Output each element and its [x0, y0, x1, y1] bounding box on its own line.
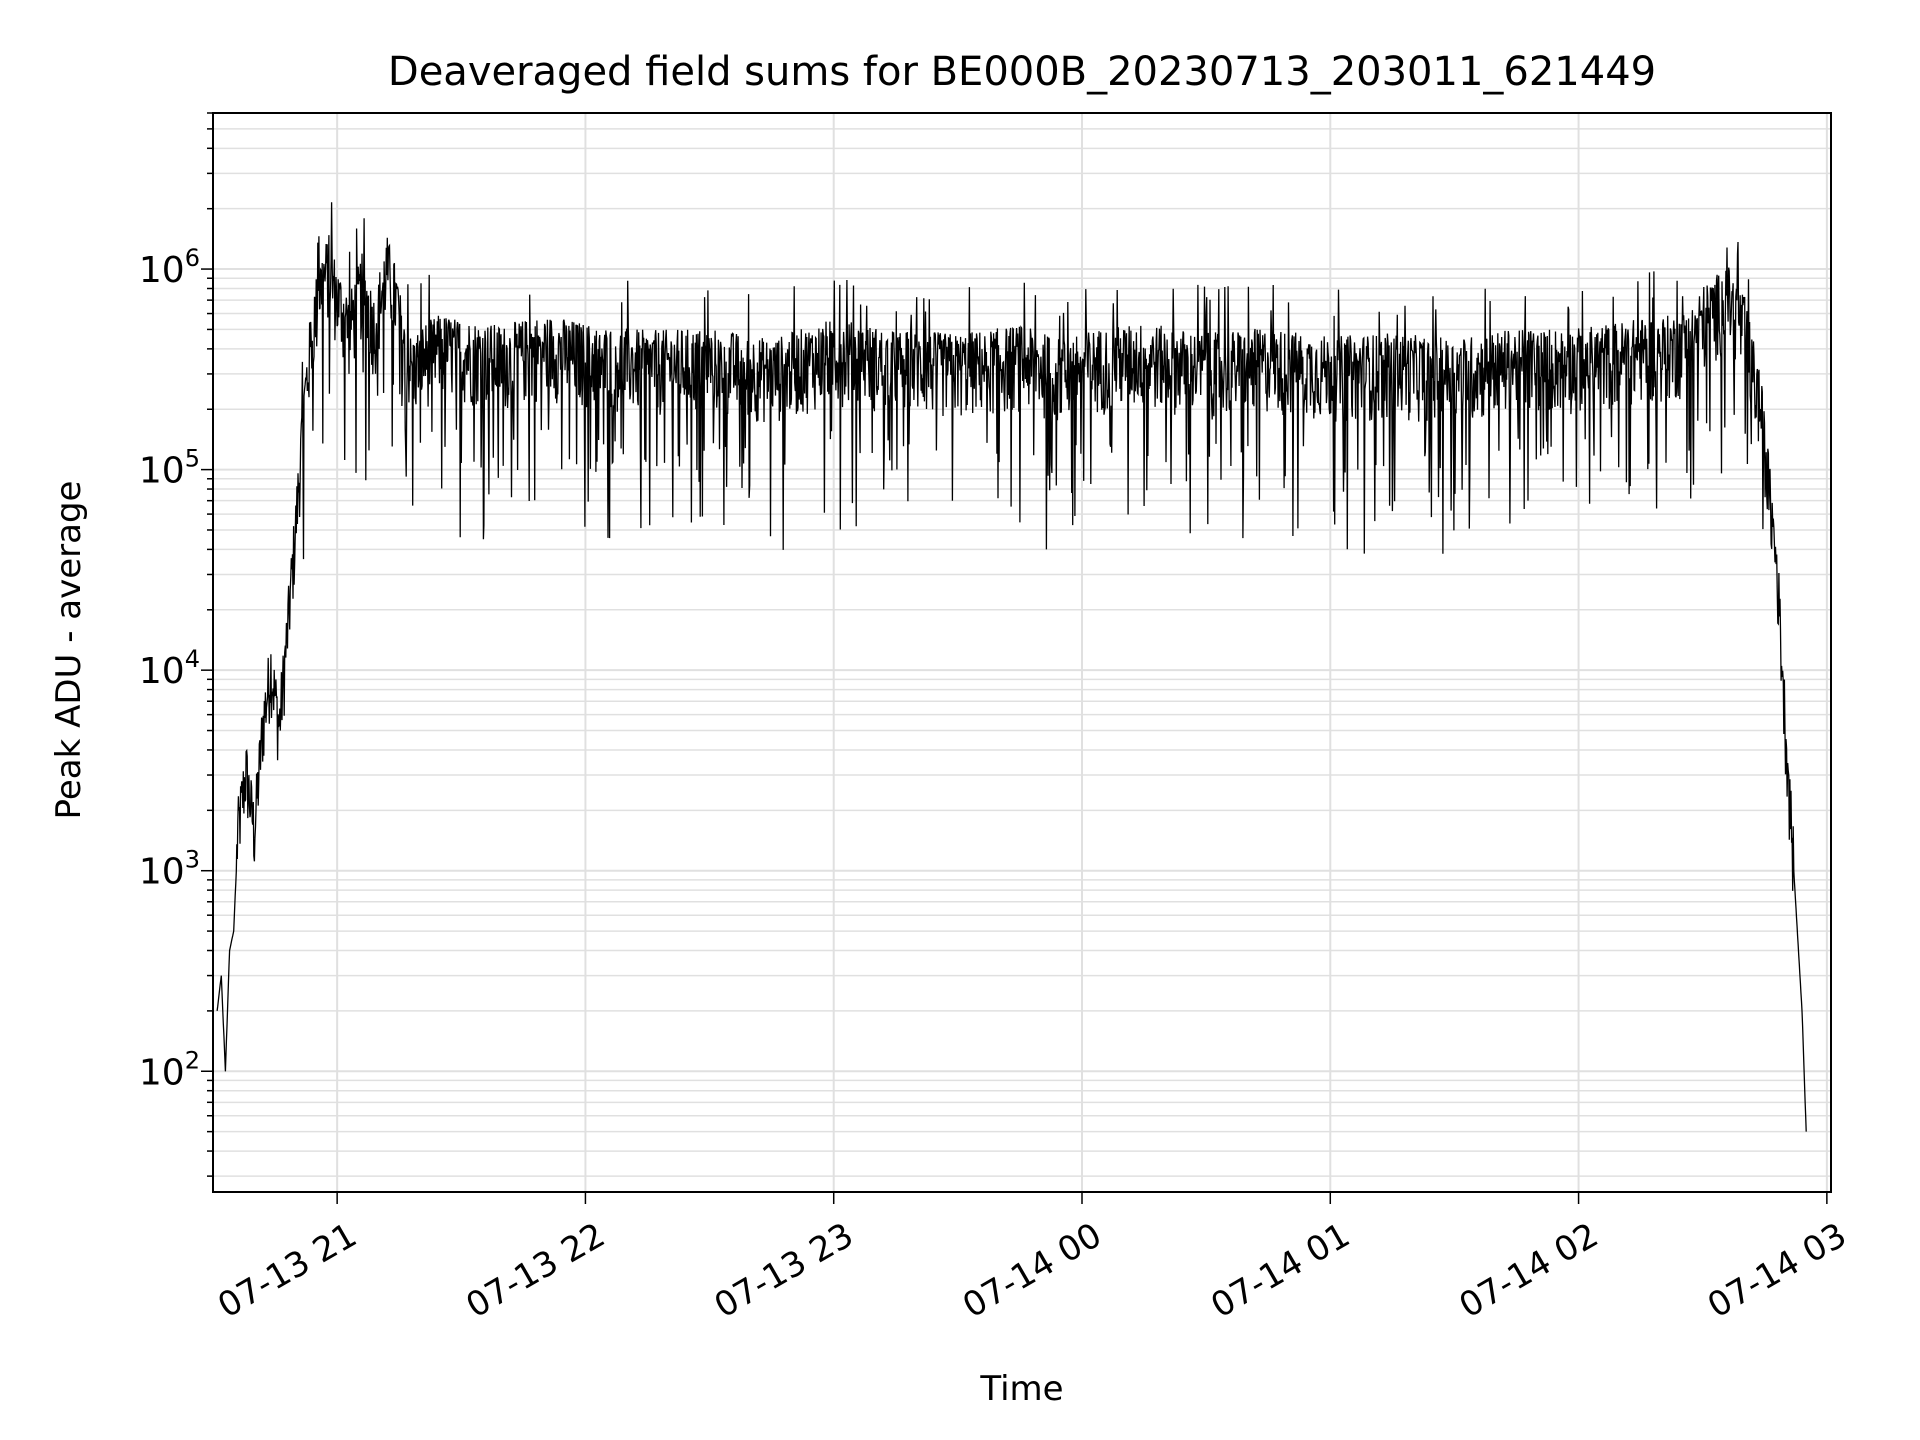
y-tick-label: 106 [139, 244, 200, 291]
x-tick-label: 07-14 00 [956, 1215, 1108, 1326]
grid [213, 112, 1831, 1192]
y-axis-label: Peak ADU - average [49, 481, 89, 820]
series-line-0 [216, 202, 1807, 1132]
x-tick-label: 07-14 03 [1701, 1215, 1853, 1326]
x-tick-label: 07-14 02 [1453, 1215, 1605, 1326]
plot-frame [212, 112, 1832, 1193]
chart-title: Deaveraged field sums for BE000B_2023071… [388, 49, 1656, 95]
y-tick-label: 104 [139, 645, 200, 692]
x-axis-label: Time [979, 1369, 1063, 1409]
y-tick-label: 102 [139, 1046, 200, 1093]
y-tick-label: 103 [139, 846, 200, 893]
x-tick-label: 07-14 01 [1204, 1215, 1356, 1326]
data-area [216, 202, 1807, 1132]
x-tick-label: 07-13 21 [211, 1215, 363, 1326]
x-tick-label: 07-13 23 [708, 1215, 860, 1326]
x-tick-label: 07-13 22 [460, 1215, 612, 1326]
y-tick-label: 105 [139, 445, 200, 492]
